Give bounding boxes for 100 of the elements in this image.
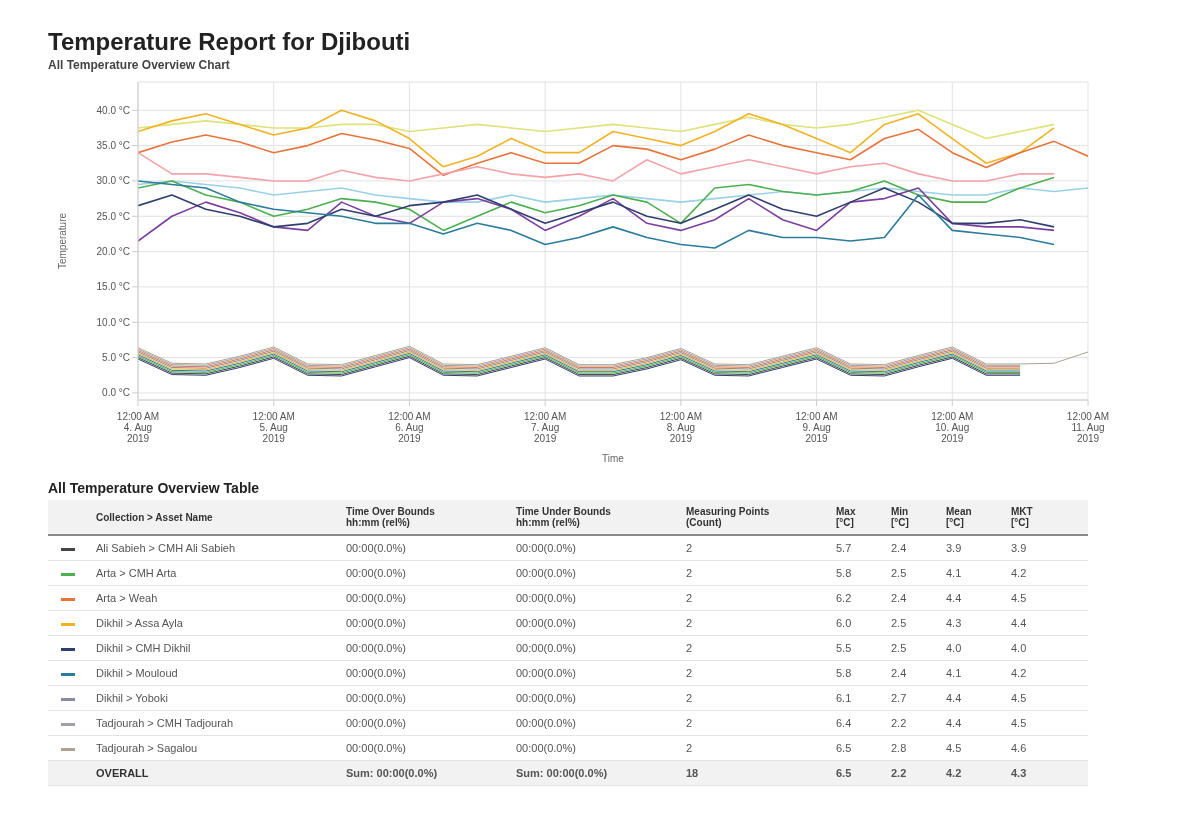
text: 2.4 (891, 667, 907, 679)
text: Sum: 00:00(0.0%) (346, 767, 438, 779)
text: 4.4 (946, 592, 962, 604)
x-tick-label: 12:00 AM 8. Aug 2019 (659, 411, 702, 444)
text: 00:00(0.0%) (346, 692, 406, 704)
y-tick-label: 15.0 °C (96, 281, 130, 293)
text: 00:00(0.0%) (516, 542, 576, 554)
category-label: Dikhil > Assa Ayla (96, 617, 183, 629)
text: 6.5 (836, 742, 852, 754)
text: 4.2 (1011, 667, 1027, 679)
category-label: Arta > Weah (96, 592, 158, 604)
text: 2 (686, 667, 693, 679)
text: 00:00(0.0%) (516, 642, 576, 654)
text: 5.8 (836, 567, 852, 579)
text: 4.1 (946, 567, 962, 579)
text: 2 (686, 617, 693, 629)
category-label: Min [°C] (891, 506, 910, 528)
text: 4.4 (946, 692, 962, 704)
text: 6.0 (836, 617, 852, 629)
text: 4.0 (1011, 642, 1027, 654)
text: 4.6 (1011, 742, 1027, 754)
text: 2.4 (891, 542, 907, 554)
text: 2.5 (891, 642, 907, 654)
category-label: MKT [°C] (1011, 506, 1034, 528)
text: 2.5 (891, 617, 907, 629)
y-tick-label: 10.0 °C (96, 316, 130, 328)
category-label: Tadjourah > CMH Tadjourah (96, 717, 234, 729)
category-label: Mean [°C] (946, 506, 973, 528)
category-label: Time Under Bounds hh:mm (rel%) (516, 506, 612, 528)
text: 4.2 (1011, 567, 1027, 579)
text: Sum: 00:00(0.0%) (516, 767, 608, 779)
text: 5.7 (836, 542, 852, 554)
text: 2 (686, 542, 693, 554)
category-label: Arta > CMH Arta (96, 567, 177, 579)
text: 4.5 (1011, 717, 1027, 729)
category-label: OVERALL (96, 767, 149, 779)
text: 4.5 (946, 742, 962, 754)
text: 5.8 (836, 667, 852, 679)
text: 18 (686, 767, 699, 779)
chart-title: Temperature Report for Djibouti (48, 28, 412, 56)
chart-subtitle: All Temperature Overview Chart (48, 58, 231, 72)
y-tick-label: 20.0 °C (96, 246, 130, 258)
text: 2 (686, 692, 693, 704)
text: 2 (686, 742, 693, 754)
text: 4.5 (1011, 592, 1027, 604)
x-tick-label: 12:00 AM 10. Aug 2019 (931, 411, 974, 444)
text: 4.5 (1011, 692, 1027, 704)
text: 00:00(0.0%) (346, 642, 406, 654)
text: 6.5 (836, 767, 852, 779)
category-label: Dikhil > CMH Dikhil (96, 642, 191, 654)
text: 2 (686, 642, 693, 654)
text: 00:00(0.0%) (516, 617, 576, 629)
text: 4.3 (946, 617, 962, 629)
text: 5.5 (836, 642, 852, 654)
category-label: Dikhil > Yoboki (96, 692, 168, 704)
text: 2 (686, 567, 693, 579)
x-axis-title: Time (602, 453, 625, 464)
y-tick-label: 25.0 °C (96, 210, 130, 222)
category-label: Dikhil > Mouloud (96, 667, 178, 679)
text: 00:00(0.0%) (346, 742, 406, 754)
category-label: Measuring Points (Count) (686, 506, 771, 528)
text: 6.1 (836, 692, 852, 704)
y-tick-label: 40.0 °C (96, 104, 130, 116)
y-tick-label: 30.0 °C (96, 175, 130, 187)
text: 4.0 (946, 642, 962, 654)
text: 2.7 (891, 692, 907, 704)
x-tick-label: 12:00 AM 11. Aug 2019 (1066, 411, 1110, 444)
y-axis-title: Temperature (56, 212, 68, 270)
text: 4.2 (946, 767, 962, 779)
x-tick-label: 12:00 AM 6. Aug 2019 (388, 411, 431, 444)
text: 6.4 (836, 717, 852, 729)
x-tick-label: 12:00 AM 7. Aug 2019 (524, 411, 567, 444)
text: All Temperature Overview Table (48, 480, 261, 496)
category-label: Max [°C] (836, 506, 857, 528)
text: 00:00(0.0%) (516, 717, 576, 729)
text: 00:00(0.0%) (346, 592, 406, 604)
text: 4.1 (946, 667, 962, 679)
text: 3.9 (946, 542, 962, 554)
x-tick-label: 12:00 AM 9. Aug 2019 (795, 411, 838, 444)
x-tick-label: 12:00 AM 4. Aug 2019 (116, 411, 160, 444)
text: 00:00(0.0%) (516, 742, 576, 754)
text: 00:00(0.0%) (516, 692, 576, 704)
text: 2.8 (891, 742, 907, 754)
text: 6.2 (836, 592, 852, 604)
text: 4.4 (946, 717, 962, 729)
category-label: Ali Sabieh > CMH Ali Sabieh (96, 542, 236, 554)
text: 00:00(0.0%) (516, 592, 576, 604)
x-tick-label: 12:00 AM 5. Aug 2019 (252, 411, 295, 444)
text: 2.5 (891, 567, 907, 579)
text: 3.9 (1011, 542, 1027, 554)
text: 2.4 (891, 592, 907, 604)
text: 00:00(0.0%) (516, 667, 576, 679)
text: 2 (686, 717, 693, 729)
y-tick-label: 35.0 °C (96, 140, 130, 152)
category-label: Collection > Asset Name (96, 511, 214, 523)
text: 00:00(0.0%) (516, 567, 576, 579)
category-label: Time Over Bounds hh:mm (rel%) (346, 506, 436, 528)
text: 2 (686, 592, 693, 604)
text: 2.2 (891, 767, 907, 779)
y-tick-label: 5.0 °C (102, 352, 130, 364)
